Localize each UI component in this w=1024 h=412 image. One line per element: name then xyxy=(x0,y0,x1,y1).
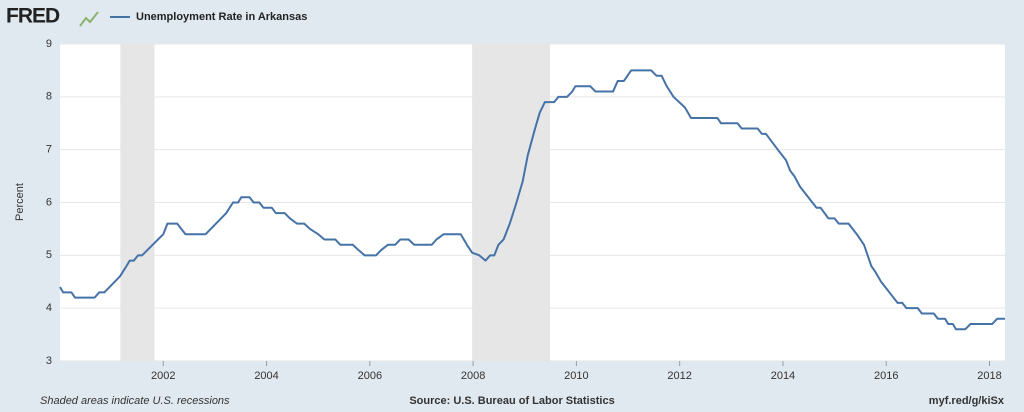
source: Source: U.S. Bureau of Labor Statistics xyxy=(409,395,614,407)
logo: FRED xyxy=(6,5,60,28)
x-tick-label: 2016 xyxy=(874,370,898,382)
link[interactable]: myf.red/g/kiSx xyxy=(929,395,1005,407)
x-tick-label: 2018 xyxy=(977,370,1001,382)
y-tick-label: 3 xyxy=(46,355,52,367)
y-tick-label: 9 xyxy=(46,38,52,50)
y-tick-label: 5 xyxy=(46,249,52,261)
x-tick-label: 2010 xyxy=(564,370,588,382)
x-tick-label: 2014 xyxy=(771,370,795,382)
x-tick-label: 2006 xyxy=(358,370,382,382)
y-tick-label: 6 xyxy=(46,196,52,208)
y-tick-label: 7 xyxy=(46,144,52,156)
logo-icon xyxy=(79,11,99,27)
y-tick-label: 8 xyxy=(46,91,52,103)
x-tick-label: 2012 xyxy=(667,370,691,382)
legend-label: Unemployment Rate in Arkansas xyxy=(136,11,307,23)
data-line xyxy=(59,69,1005,331)
x-tick-label: 2002 xyxy=(151,370,175,382)
y-axis-label: Percent xyxy=(14,183,26,221)
recession-note: Shaded areas indicate U.S. recessions xyxy=(40,395,230,407)
y-tick-label: 4 xyxy=(46,302,52,314)
x-tick-label: 2004 xyxy=(254,370,278,382)
x-tick-label: 2008 xyxy=(461,370,485,382)
